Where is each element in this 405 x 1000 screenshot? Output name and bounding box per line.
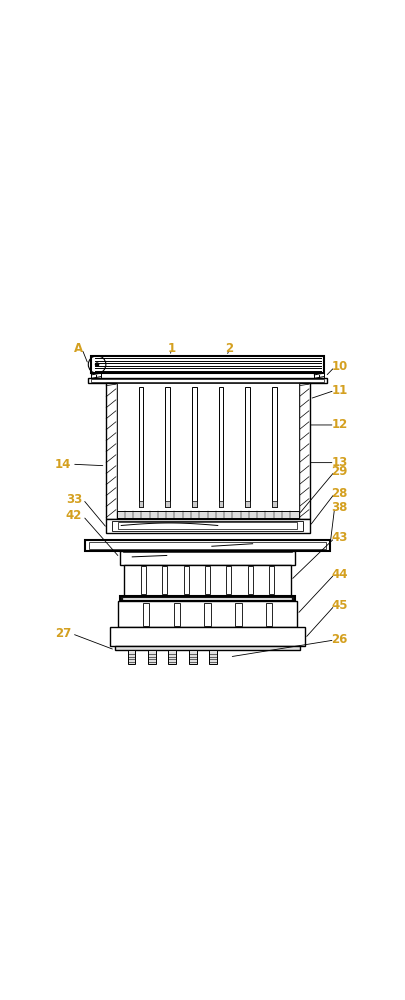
- Bar: [143, 603, 149, 626]
- Bar: [189, 650, 196, 664]
- Circle shape: [96, 363, 99, 366]
- Text: 12: 12: [332, 418, 348, 431]
- Bar: [120, 551, 295, 565]
- Bar: [245, 387, 250, 507]
- Bar: [110, 627, 305, 646]
- Bar: [183, 566, 189, 594]
- Bar: [128, 650, 135, 664]
- Bar: [92, 356, 324, 373]
- Bar: [298, 383, 309, 519]
- Text: 45: 45: [332, 599, 348, 612]
- Bar: [118, 522, 297, 529]
- Bar: [117, 511, 298, 518]
- Text: 38: 38: [332, 501, 348, 514]
- Text: 13: 13: [332, 456, 348, 469]
- Bar: [115, 646, 300, 650]
- Bar: [148, 650, 156, 664]
- Text: 42: 42: [66, 509, 82, 522]
- Bar: [141, 566, 146, 594]
- Text: 10: 10: [332, 360, 348, 373]
- Bar: [85, 540, 330, 551]
- Bar: [219, 501, 223, 507]
- Text: 33: 33: [66, 493, 82, 506]
- Bar: [168, 650, 176, 664]
- Bar: [248, 566, 253, 594]
- Bar: [162, 566, 167, 594]
- Bar: [165, 501, 170, 507]
- Bar: [245, 501, 250, 507]
- Text: 27: 27: [55, 627, 71, 640]
- Bar: [139, 387, 143, 507]
- Bar: [106, 383, 117, 519]
- Bar: [120, 596, 295, 601]
- Bar: [272, 501, 277, 507]
- Bar: [314, 373, 324, 380]
- Bar: [87, 378, 328, 383]
- Bar: [266, 603, 273, 626]
- Bar: [219, 387, 223, 507]
- Bar: [226, 566, 232, 594]
- Bar: [92, 373, 101, 380]
- Bar: [118, 601, 297, 627]
- Text: 26: 26: [332, 633, 348, 646]
- Text: A: A: [74, 342, 83, 355]
- Bar: [192, 387, 196, 507]
- Bar: [89, 542, 326, 549]
- Bar: [106, 519, 309, 533]
- Bar: [205, 566, 210, 594]
- Text: 29: 29: [332, 465, 348, 478]
- Bar: [91, 379, 324, 382]
- Bar: [112, 521, 303, 531]
- Bar: [269, 566, 274, 594]
- Bar: [192, 501, 196, 507]
- Bar: [139, 501, 143, 507]
- Text: 2: 2: [226, 342, 234, 355]
- Bar: [124, 565, 291, 596]
- Text: 14: 14: [55, 458, 71, 471]
- Text: 44: 44: [332, 568, 348, 581]
- Bar: [174, 603, 180, 626]
- Bar: [235, 603, 241, 626]
- Bar: [209, 650, 217, 664]
- Text: 1: 1: [167, 342, 175, 355]
- Text: 28: 28: [332, 487, 348, 500]
- Text: 43: 43: [332, 531, 348, 544]
- Bar: [165, 387, 170, 507]
- Bar: [272, 387, 277, 507]
- Bar: [205, 603, 211, 626]
- Bar: [117, 383, 298, 519]
- Text: 11: 11: [332, 384, 348, 397]
